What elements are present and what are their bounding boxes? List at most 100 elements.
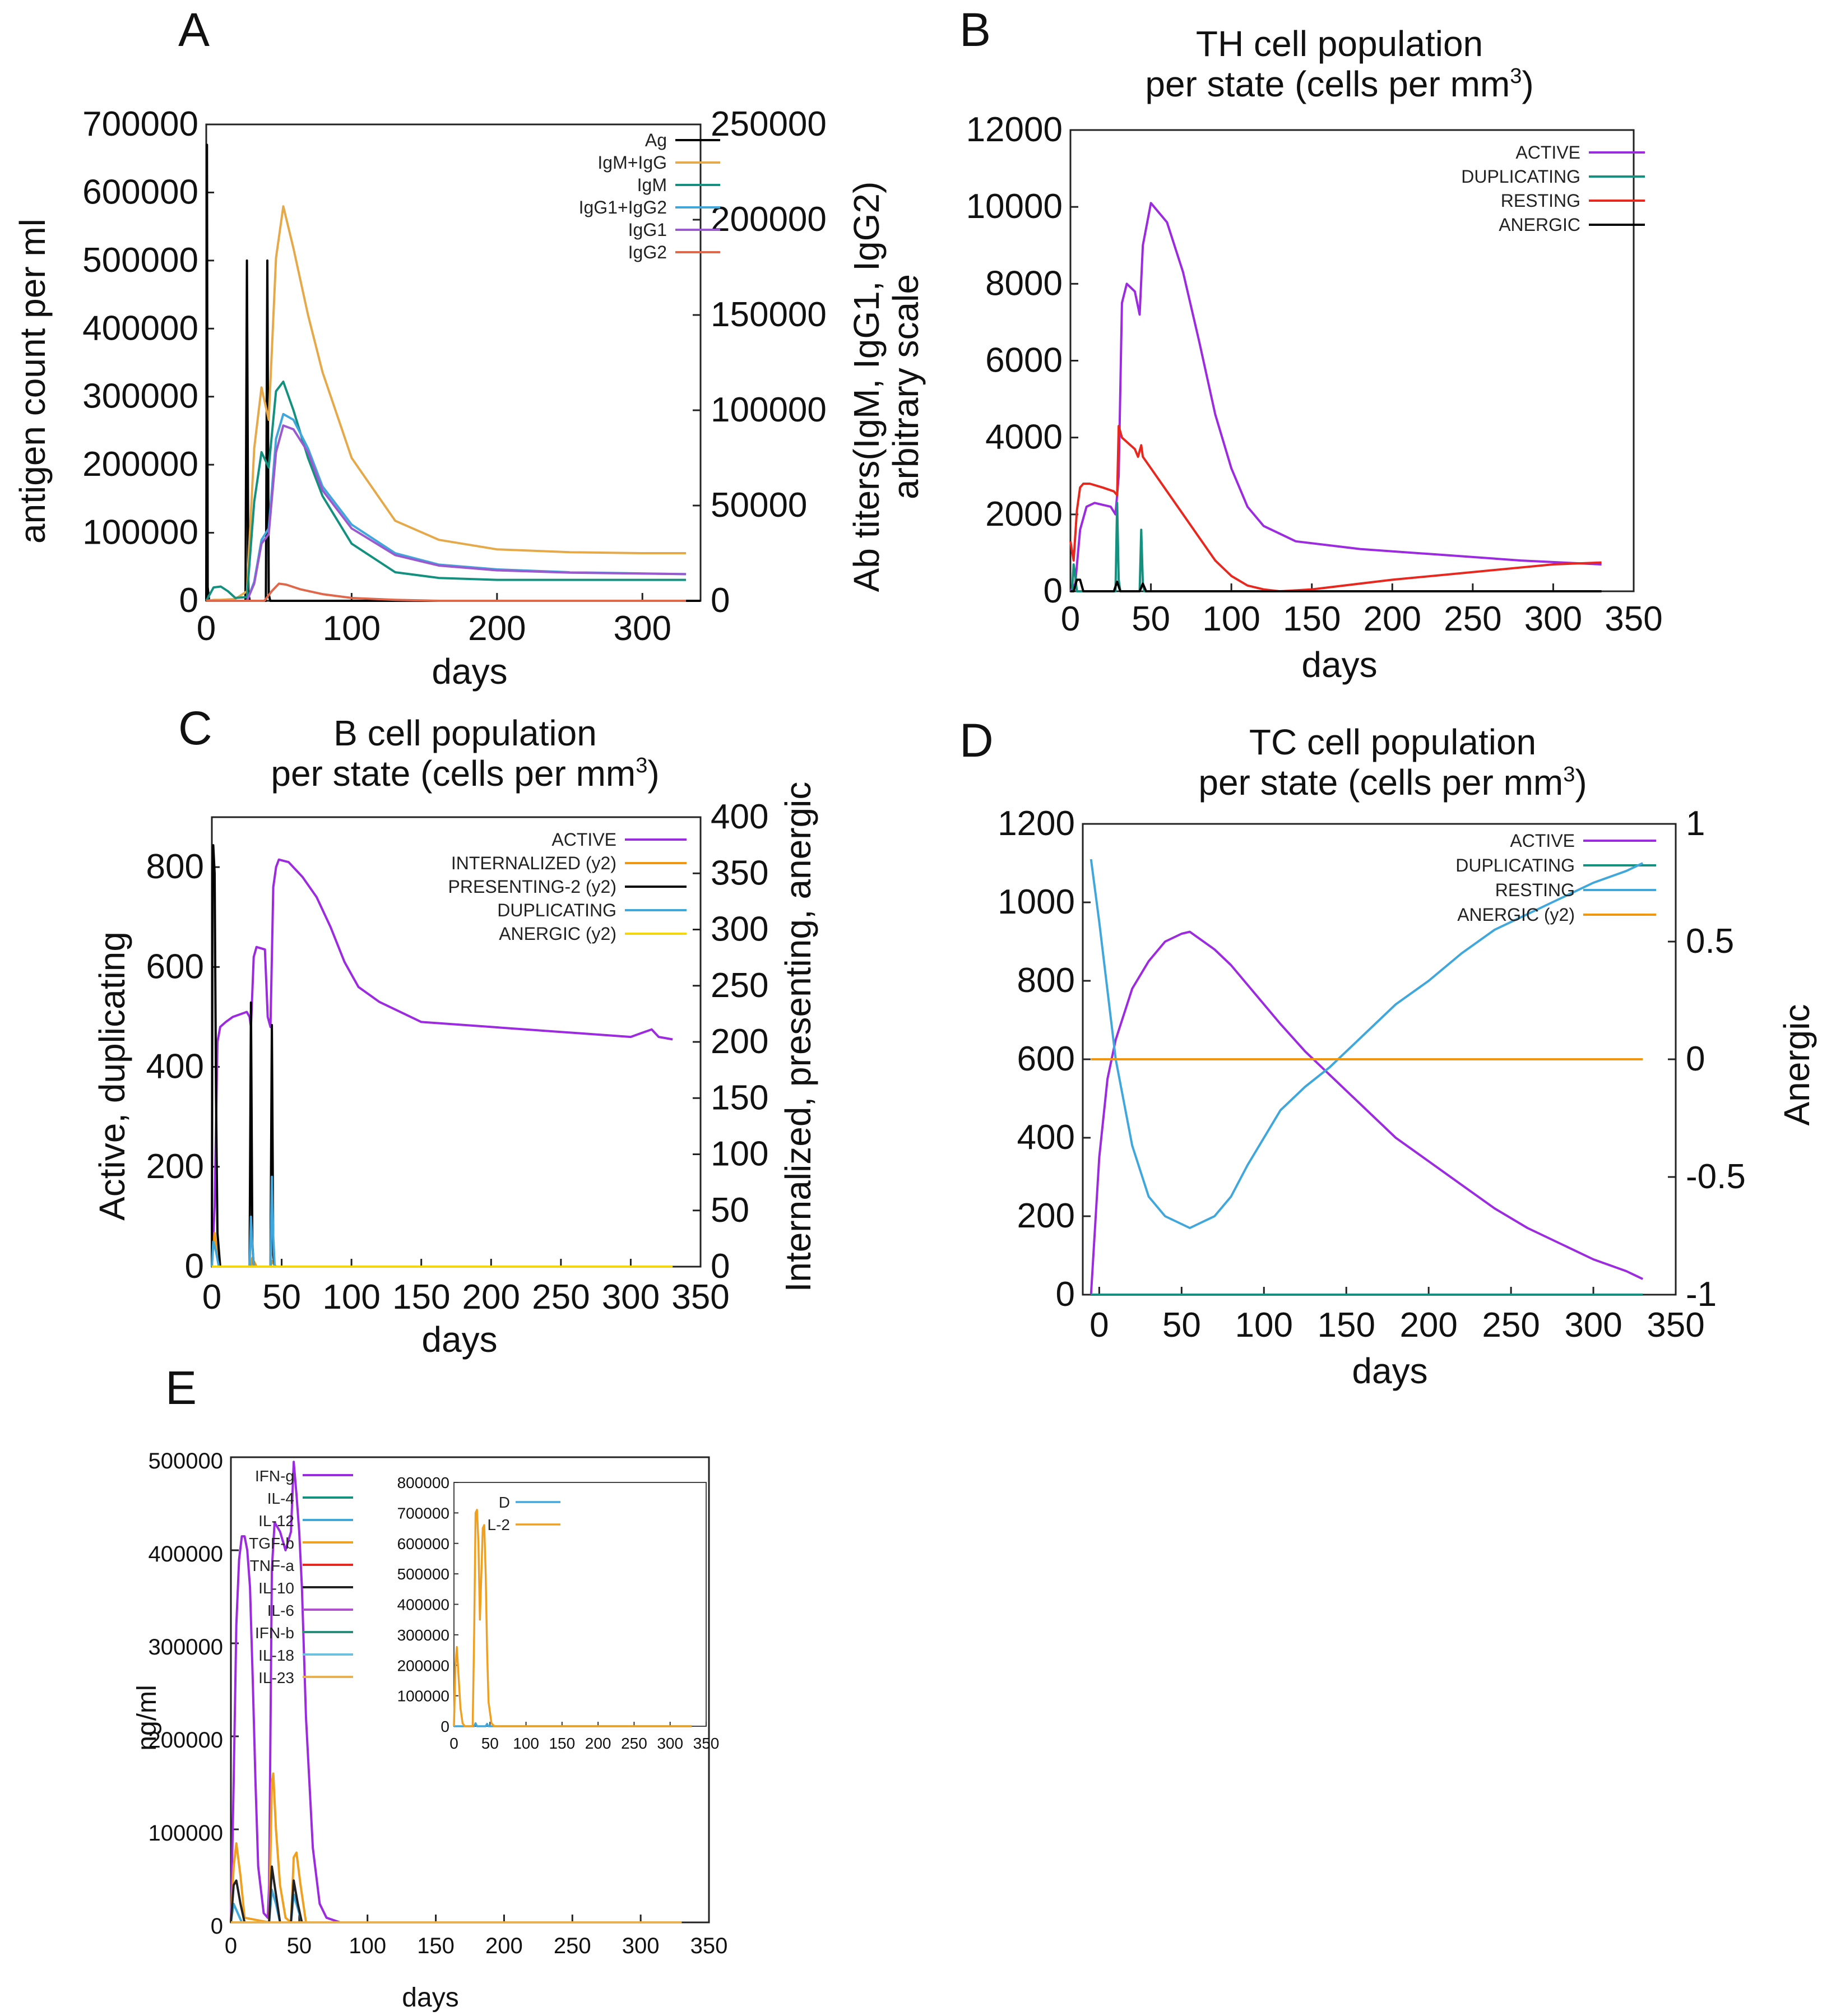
- legend-label: DUPLICATING: [1461, 166, 1580, 187]
- inset-legend-label: L-2: [488, 1516, 510, 1533]
- y-tick-label: 8000: [985, 264, 1063, 303]
- inset-series-line-d: [454, 1722, 692, 1727]
- y-tick-label: 200: [146, 1147, 204, 1186]
- legend-label: DUPLICATING: [1455, 855, 1575, 875]
- panel-d-title: TC cell population: [1249, 722, 1536, 762]
- y-tick-label: 300000: [149, 1635, 223, 1660]
- legend-label: ACTIVE: [1515, 142, 1580, 163]
- inset-frame: [453, 1482, 707, 1727]
- y-tick-label: 0: [211, 1914, 223, 1939]
- x-tick-label: 50: [1162, 1306, 1201, 1345]
- y2-tick-label: 100: [711, 1135, 768, 1174]
- panel-b-subtitle: per state (cells per mm3): [1145, 64, 1533, 104]
- y-tick-label: 6000: [985, 341, 1063, 380]
- legend-label: IgG1: [628, 220, 667, 240]
- x-tick-label: 150: [417, 1934, 455, 1958]
- x-tick-label: 250: [554, 1934, 591, 1958]
- y2-tick-label: 350: [711, 854, 768, 892]
- series-line-presenting-2-y2-: [211, 844, 673, 1268]
- inset-legend-label: D: [499, 1494, 510, 1511]
- panel-label-b: B: [959, 3, 991, 56]
- x-tick-label: 100: [322, 1278, 380, 1317]
- y-tick-label: 0: [185, 1247, 204, 1286]
- y-tick-label: 10000: [966, 187, 1063, 226]
- legend-label: ACTIVE: [1510, 831, 1575, 851]
- x-tick-label: 100: [323, 609, 381, 648]
- x-tick-label: 200: [462, 1278, 520, 1317]
- plots-layer: 0 100 200 300010000020000030000040000050000…: [82, 105, 1746, 1958]
- x-tick-label: 300: [602, 1278, 660, 1317]
- series-line-active: [1069, 202, 1602, 592]
- x-tick-label: 350: [1647, 1306, 1704, 1345]
- series-line-resting: [1089, 859, 1644, 1229]
- y-tick-label: 100000: [82, 513, 198, 552]
- x-tick-label: 150: [392, 1278, 450, 1317]
- x-tick-label: 50: [262, 1278, 301, 1317]
- y2-tick-label: 200: [711, 1022, 768, 1061]
- x-tick-label: 200: [1399, 1306, 1457, 1345]
- panel-b-subtitle-main: per state (cells per mm: [1145, 64, 1510, 104]
- y-tick-label: 2000: [985, 495, 1063, 534]
- series-line-active: [1089, 930, 1644, 1295]
- x-tick-label: 100: [1235, 1306, 1293, 1345]
- y-tick-label: 600: [1017, 1040, 1075, 1078]
- panel-d: 0 50 100 150 200 250 300 350 0 200 400 600 800 1000 12…: [998, 804, 1746, 1345]
- inset-x-tick-label: 100: [513, 1735, 539, 1752]
- y-tick-label: 400: [146, 1048, 204, 1086]
- y-tick-label: 400: [1017, 1118, 1075, 1157]
- x-tick-label: 100: [349, 1934, 386, 1958]
- inset-series-line-l-2: [453, 1509, 692, 1727]
- x-tick-label: 250: [1444, 600, 1501, 638]
- y-tick-label: 500000: [149, 1449, 223, 1473]
- panel-a: 0 100 200 300 0 100000 200000 300000 400000 50000…: [82, 105, 827, 648]
- legend-label: IL-10: [258, 1579, 294, 1597]
- y-tick-label: 0: [1044, 572, 1063, 610]
- panel-d-subtitle-paren: ): [1575, 762, 1587, 803]
- y-tick-label: 200000: [149, 1728, 223, 1753]
- series-line-igm: [205, 381, 687, 601]
- inset-y-tick-label: 500000: [397, 1565, 449, 1583]
- inset-y-tick-label: 300000: [397, 1626, 449, 1644]
- inset-y-tick-label: 400000: [397, 1596, 449, 1614]
- legend-label: IFN-g: [255, 1467, 294, 1485]
- y-tick-label: 400000: [149, 1542, 223, 1567]
- y2-tick-label: 50000: [711, 486, 807, 525]
- legend-label: TGF-b: [249, 1535, 294, 1552]
- legend-label: IgM: [637, 175, 667, 195]
- y-tick-label: 500000: [82, 241, 198, 280]
- panel-d-subtitle-main: per state (cells per mm: [1198, 762, 1563, 803]
- panel-c-subtitle-main: per state (cells per mm: [271, 753, 636, 794]
- panel-b-xlabel: days: [1301, 645, 1377, 685]
- legend-label: ACTIVE: [551, 829, 616, 850]
- series-line-active: [211, 858, 673, 1267]
- series-line-ag: [205, 143, 701, 602]
- panel-c-subtitle-paren: ): [647, 753, 659, 794]
- legend-label: ANERGIC (y2): [1457, 905, 1575, 925]
- legend-label: TNF-a: [250, 1557, 295, 1574]
- y2-tick-label: 50: [711, 1191, 749, 1230]
- y-tick-label: 600: [146, 947, 204, 986]
- legend-label: ANERGIC (y2): [499, 924, 616, 944]
- y-tick-label: 100000: [149, 1821, 223, 1846]
- y2-tick-label: 400: [711, 798, 768, 836]
- panel-a-xlabel: days: [432, 651, 507, 692]
- y2-tick-label: 250: [711, 966, 768, 1005]
- series-line-ifn-g: [230, 1461, 682, 1924]
- legend-label: IL-18: [258, 1647, 294, 1664]
- legend-label: IgG1+IgG2: [579, 197, 667, 217]
- panel-b: 0 50 100 150 200 250 300 350 0 2000 4000 6000 8000 10…: [966, 110, 1663, 638]
- legend-label: Ag: [645, 130, 667, 150]
- y-tick-label: 600000: [82, 173, 198, 211]
- panel-c-subtitle: per state (cells per mm3): [271, 753, 659, 794]
- x-tick-label: 300: [622, 1934, 660, 1958]
- x-tick-label: 0: [1089, 1306, 1109, 1345]
- x-tick-label: 300: [1524, 600, 1582, 638]
- legend-label: IgM+IgG: [597, 152, 667, 173]
- panel-label-d: D: [959, 714, 994, 767]
- x-tick-label: 250: [532, 1278, 590, 1317]
- y-tick-label: 700000: [82, 105, 198, 143]
- y2-tick-label: 150: [711, 1078, 768, 1117]
- inset-x-tick-label: 250: [621, 1735, 647, 1752]
- x-tick-label: 350: [1605, 600, 1662, 638]
